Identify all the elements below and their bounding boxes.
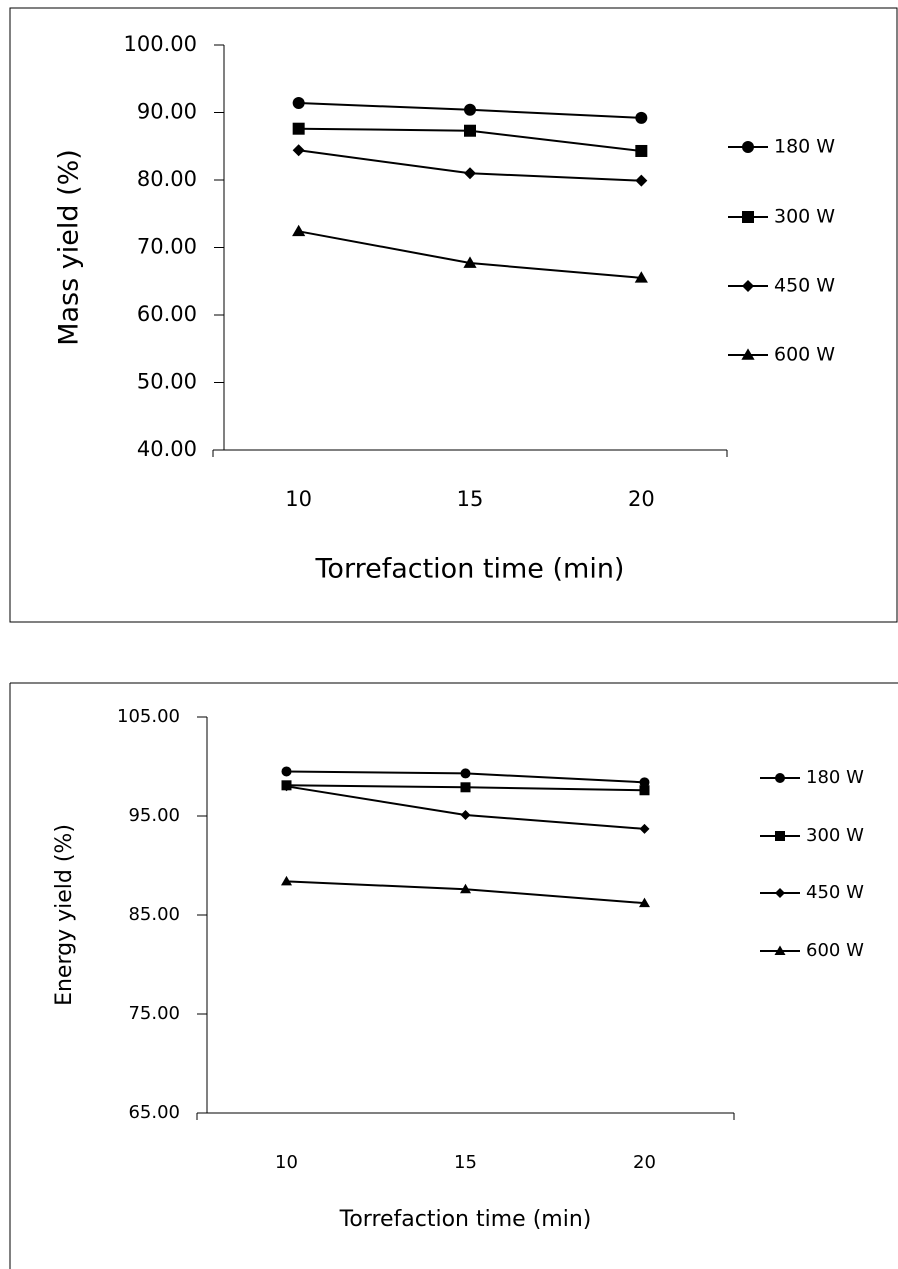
x-axis-title: Torrefaction time (min) <box>315 554 625 585</box>
marker <box>639 823 650 834</box>
x-tick-label: 15 <box>454 1152 477 1173</box>
y-tick-label: 95.00 <box>128 805 180 826</box>
legend-marker <box>775 831 785 841</box>
marker <box>292 144 305 157</box>
marker <box>292 122 305 135</box>
y-tick-label: 60.00 <box>137 302 197 326</box>
marker <box>281 766 292 777</box>
legend-marker <box>742 280 754 292</box>
y-tick-label: 100.00 <box>124 32 197 56</box>
legend-marker <box>742 211 754 223</box>
series-line <box>286 785 645 830</box>
legend-label: 300 W <box>806 825 864 846</box>
y-axis-title: Mass yield (%) <box>54 149 85 346</box>
marker <box>635 111 648 124</box>
marker <box>639 897 650 908</box>
y-axis-title: Energy yield (%) <box>52 824 77 1006</box>
marker <box>464 167 476 180</box>
marker <box>460 883 471 894</box>
legend-label: 450 W <box>806 882 864 903</box>
legend-marker <box>775 888 785 898</box>
y-tick-label: 50.00 <box>137 370 197 394</box>
x-tick-label: 10 <box>285 487 312 511</box>
marker <box>460 768 471 779</box>
x-tick-label: 20 <box>633 1152 656 1173</box>
marker <box>634 271 648 283</box>
marker <box>639 785 650 796</box>
marker <box>639 777 650 788</box>
y-tick-label: 75.00 <box>128 1003 180 1024</box>
x-axis-title: Torrefaction time (min) <box>339 1207 592 1232</box>
legend-marker <box>742 141 754 153</box>
chart-frame <box>9 682 898 1269</box>
marker <box>292 97 305 110</box>
y-tick-label: 40.00 <box>137 437 197 461</box>
chart-frame <box>9 7 898 623</box>
y-tick-label: 90.00 <box>137 100 197 124</box>
legend-label: 180 W <box>774 136 835 158</box>
marker <box>460 810 471 821</box>
y-tick-label: 105.00 <box>117 706 180 727</box>
y-tick-label: 70.00 <box>137 235 197 259</box>
x-tick-label: 10 <box>275 1152 298 1173</box>
y-tick-label: 65.00 <box>128 1102 180 1123</box>
marker <box>635 174 648 187</box>
legend-marker <box>741 348 755 360</box>
legend-label: 450 W <box>774 275 835 297</box>
legend-marker <box>775 773 785 783</box>
marker <box>281 781 292 792</box>
marker <box>292 224 306 237</box>
marker <box>464 124 476 137</box>
legend-label: 600 W <box>806 940 864 961</box>
legend-label: 180 W <box>806 767 864 788</box>
marker <box>464 103 476 116</box>
legend-label: 600 W <box>774 344 835 366</box>
marker <box>635 144 648 157</box>
x-tick-label: 20 <box>628 487 655 511</box>
x-tick-label: 15 <box>457 487 484 511</box>
y-tick-label: 80.00 <box>137 167 197 191</box>
marker <box>463 256 477 268</box>
marker <box>460 782 471 793</box>
marker <box>281 875 292 886</box>
legend-marker <box>774 945 786 955</box>
y-tick-label: 85.00 <box>128 904 180 925</box>
legend-label: 300 W <box>774 206 835 228</box>
